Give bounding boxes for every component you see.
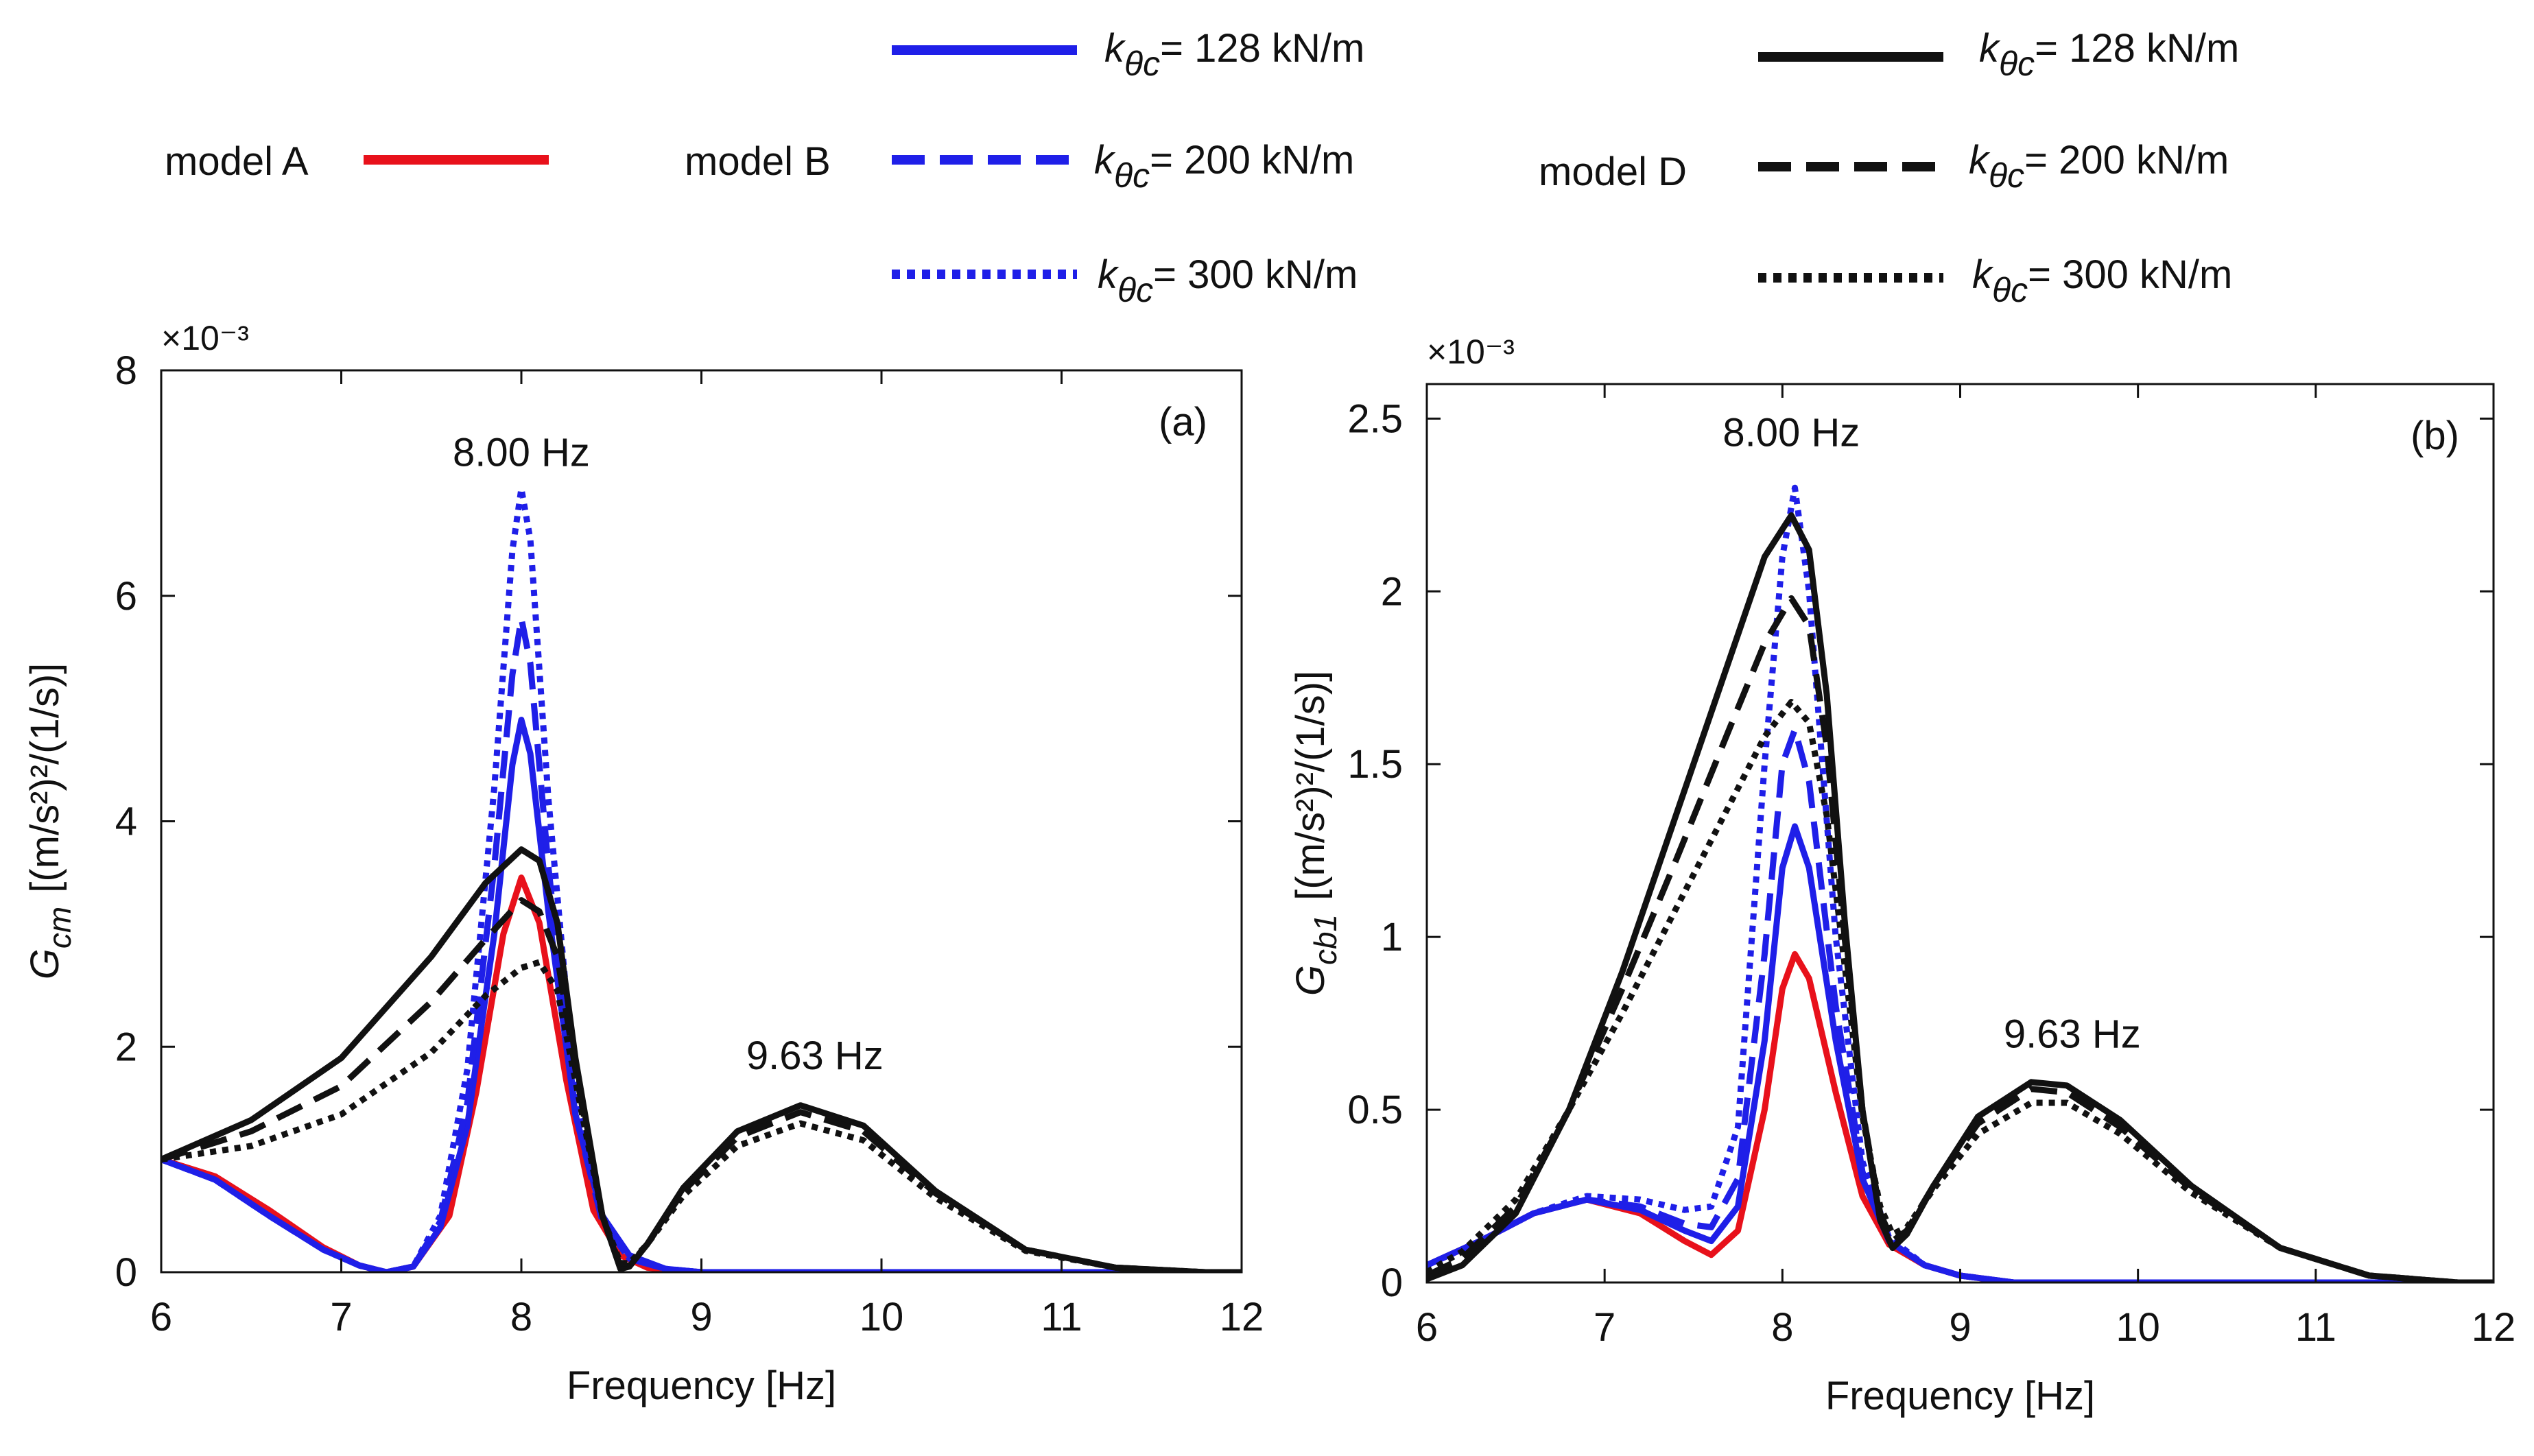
x-tick-label: 7	[1594, 1305, 1615, 1350]
y-axis-label: Gcb1 [(m/s²)²/(1/s)]	[1288, 671, 1343, 996]
series-line-4	[161, 486, 1242, 1272]
y-axis-subscript: cb1	[1307, 914, 1343, 965]
series-group	[161, 486, 1242, 1272]
series-line-7	[161, 959, 1242, 1272]
series-line-6	[161, 897, 1242, 1272]
y-tick-label: 6	[115, 574, 137, 619]
legend-model-d-entry-200: kθc= 200 kN/m	[1969, 138, 2229, 195]
panel-label: (b)	[2411, 414, 2459, 458]
legend-model-a-label: model A	[165, 139, 309, 184]
peak-annotation: 9.63 Hz	[746, 1034, 884, 1078]
x-tick-label: 9	[690, 1295, 712, 1339]
y-axis-symbol: G	[23, 948, 67, 979]
legend: model A model B kθc= 128 kN/m kθc= 200 k…	[165, 26, 2239, 309]
chart-panel-b: 6 7 8 9 10 11 12 0 0.5 1 1.5 2 2.5 ×10⁻³ (b) Frequency …	[1288, 333, 2515, 1418]
series-line-6	[1427, 595, 2494, 1282]
series-group	[1427, 484, 2494, 1282]
series-line-4	[1427, 484, 2494, 1282]
x-tick-label: 11	[1041, 1295, 1082, 1339]
x-tick-label: 9	[1949, 1305, 1971, 1350]
plot-frame	[160, 369, 1243, 1274]
x-tick-label: 12	[2472, 1305, 2516, 1350]
legend-model-b-entry-300: kθc= 300 kN/m	[1098, 252, 1358, 309]
series-line-7	[1427, 699, 2494, 1282]
x-tick-label: 10	[2116, 1305, 2160, 1350]
panel-label: (a)	[1159, 400, 1207, 444]
y-axis-subscript: cm	[42, 907, 78, 948]
peak-annotation: 8.00 Hz	[453, 431, 590, 475]
y-tick-label: 8	[115, 348, 137, 393]
x-tick-label: 6	[1416, 1305, 1438, 1350]
legend-model-b-label: model B	[685, 139, 831, 184]
series-line-3	[1427, 726, 2494, 1282]
y-tick-label: 1	[1381, 915, 1403, 959]
x-tick-label: 10	[860, 1295, 904, 1339]
legend-model-d-entry-300: kθc= 300 kN/m	[1972, 252, 2232, 309]
x-axis-label: Frequency [Hz]	[567, 1363, 836, 1408]
y-axis-symbol: G	[1288, 965, 1333, 996]
x-tick-label: 8	[510, 1295, 532, 1339]
x-axis-label: Frequency [Hz]	[1825, 1374, 2095, 1418]
series-line-2	[1427, 823, 2494, 1282]
legend-model-d-entry-128: kθc= 128 kN/m	[1979, 26, 2239, 83]
peak-annotation: 9.63 Hz	[2004, 1012, 2141, 1056]
x-tick-label: 8	[1771, 1305, 1793, 1350]
chart-panel-a: 6 7 8 9 10 11 12 0 2 4 6 8 ×10⁻³ (a) Frequency [Hz] Gcm…	[23, 319, 1264, 1408]
x-tick-label: 12	[1220, 1295, 1264, 1339]
y-tick-label: 2.5	[1347, 396, 1403, 441]
x-tick-label: 7	[330, 1295, 352, 1339]
y-tick-label: 1.5	[1347, 742, 1403, 787]
series-line-5	[161, 846, 1242, 1272]
y-tick-label: 2	[1381, 569, 1403, 614]
x-tick-label: 6	[150, 1295, 172, 1339]
y-axis-unit: [(m/s²)²/(1/s)]	[23, 663, 67, 893]
y-axis-unit: [(m/s²)²/(1/s)]	[1288, 671, 1333, 900]
y-multiplier: ×10⁻³	[1427, 333, 1515, 371]
y-tick-label: 0	[1381, 1261, 1403, 1305]
y-tick-label: 0	[115, 1250, 137, 1295]
y-tick-label: 2	[115, 1025, 137, 1069]
series-line-5	[1427, 512, 2494, 1282]
peak-annotation: 8.00 Hz	[1722, 411, 1860, 455]
y-tick-label: 0.5	[1347, 1088, 1403, 1132]
y-multiplier: ×10⁻³	[161, 319, 249, 357]
y-tick-label: 4	[115, 800, 137, 844]
y-axis-label: Gcm [(m/s²)²/(1/s)]	[23, 663, 78, 979]
legend-model-b-entry-200: kθc= 200 kN/m	[1094, 138, 1354, 195]
x-tick-label: 11	[2295, 1305, 2336, 1350]
series-line-1	[161, 874, 1242, 1272]
series-line-1	[1427, 951, 2494, 1282]
legend-model-d-label: model D	[1539, 150, 1687, 194]
series-line-2	[161, 717, 1242, 1272]
legend-model-b-entry-128: kθc= 128 kN/m	[1104, 26, 1364, 83]
